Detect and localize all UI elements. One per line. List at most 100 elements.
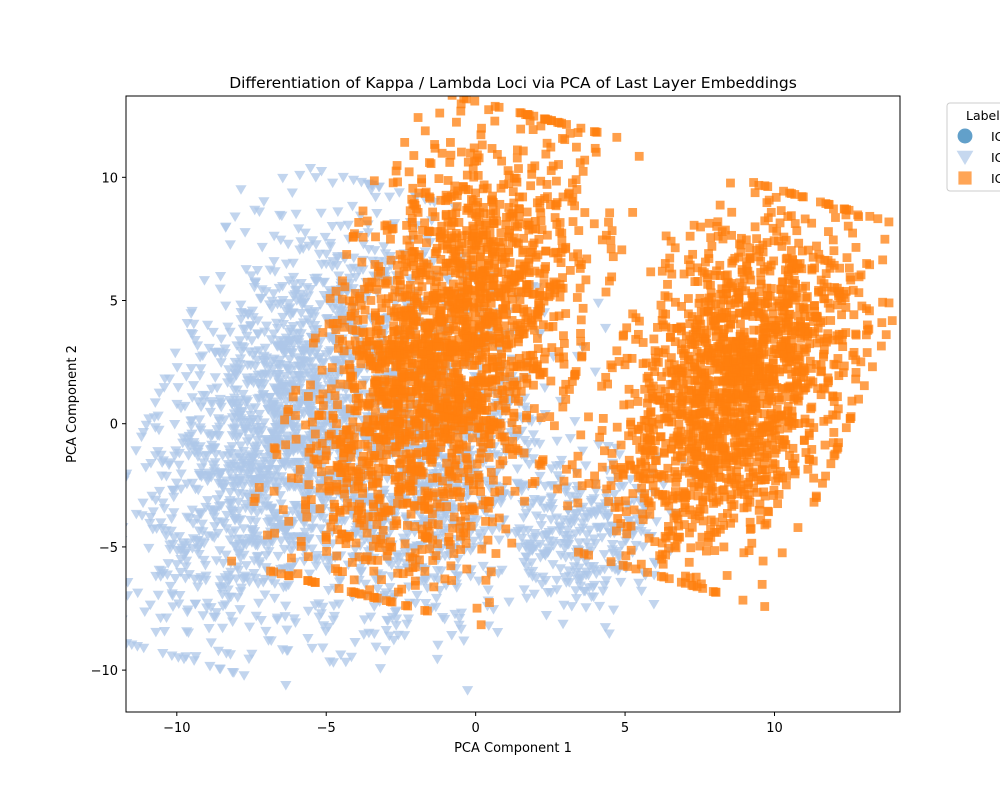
scatter-point xyxy=(315,166,328,177)
scatter-point xyxy=(527,566,539,577)
scatter-point xyxy=(365,612,377,623)
scatter-point xyxy=(486,567,496,577)
scatter-point xyxy=(392,630,404,641)
scatter-point xyxy=(441,259,451,268)
scatter-point xyxy=(277,173,289,184)
scatter-point xyxy=(253,598,265,609)
scatter-point xyxy=(482,585,494,596)
scatter-point xyxy=(283,407,293,417)
scatter-point xyxy=(346,311,356,321)
scatter-point xyxy=(592,127,602,137)
scatter-point xyxy=(545,588,557,598)
scatter-point xyxy=(633,578,645,589)
scatter-point xyxy=(552,176,561,186)
scatter-point xyxy=(419,574,432,585)
scatter-point xyxy=(135,432,148,443)
scatter-point xyxy=(314,300,327,310)
scatter-point xyxy=(511,304,521,314)
scatter-point xyxy=(256,242,268,253)
scatter-point xyxy=(407,217,417,227)
scatter-point xyxy=(170,446,182,456)
scatter-point xyxy=(332,419,341,429)
scatter-point xyxy=(302,315,314,325)
scatter-point xyxy=(493,288,503,298)
scatter-point xyxy=(182,434,194,445)
scatter-point xyxy=(606,545,618,555)
scatter-point xyxy=(249,205,261,216)
scatter-point xyxy=(167,539,179,550)
scatter-point xyxy=(298,346,310,357)
scatter-point xyxy=(473,150,482,160)
scatter-point xyxy=(263,362,275,373)
scatter-point xyxy=(280,601,292,612)
scatter-point xyxy=(194,471,206,481)
scatter-point xyxy=(527,169,537,179)
scatter-point xyxy=(433,520,443,530)
scatter-point xyxy=(457,417,467,427)
scatter-point xyxy=(571,556,583,566)
scatter-point xyxy=(158,383,170,393)
scatter-point xyxy=(559,572,571,583)
scatter-point xyxy=(158,626,171,637)
scatter-point xyxy=(449,279,458,289)
scatter-point xyxy=(251,266,264,276)
scatter-point xyxy=(310,429,320,439)
scatter-point xyxy=(215,334,227,345)
scatter-point xyxy=(487,195,496,205)
scatter-point xyxy=(349,528,362,539)
scatter-point xyxy=(569,417,581,427)
scatter-point xyxy=(599,323,612,334)
scatter-point xyxy=(309,338,318,348)
scatter-point xyxy=(536,413,546,422)
scatter-point xyxy=(243,654,255,665)
scatter-point xyxy=(593,601,606,612)
scatter-point xyxy=(575,283,585,293)
scatter-point xyxy=(356,589,366,599)
scatter-point xyxy=(522,525,534,536)
scatter-point xyxy=(183,570,195,580)
scatter-point xyxy=(376,329,386,338)
scatter-point xyxy=(376,294,386,304)
scatter-point xyxy=(191,341,204,351)
scatter-point xyxy=(593,440,605,450)
scatter-point xyxy=(359,579,371,590)
scatter-point xyxy=(220,301,232,312)
scatter-point xyxy=(335,650,347,660)
scatter-point xyxy=(363,245,375,255)
scatter-point xyxy=(570,586,582,596)
scatter-point xyxy=(435,108,445,118)
scatter-point xyxy=(203,343,215,354)
scatter-point xyxy=(327,363,337,373)
scatter-point xyxy=(278,505,288,515)
scatter-point xyxy=(369,176,379,186)
scatter-point xyxy=(528,589,540,600)
scatter-point xyxy=(192,397,204,407)
scatter-point xyxy=(462,226,472,235)
scatter-point xyxy=(498,395,508,405)
scatter-point xyxy=(502,476,512,486)
scatter-point xyxy=(539,551,552,561)
scatter-point xyxy=(418,302,428,312)
scatter-point xyxy=(410,562,420,572)
scatter-point xyxy=(155,518,167,528)
scatter-point xyxy=(222,592,235,603)
scatter-point xyxy=(420,605,430,615)
scatter-point xyxy=(363,442,373,451)
scatter-point xyxy=(251,467,263,478)
scatter-point xyxy=(202,429,214,439)
scatter-point xyxy=(221,510,233,521)
scatter-point xyxy=(260,626,272,637)
scatter-point xyxy=(295,321,307,331)
scatter-point xyxy=(304,285,317,295)
scatter-point xyxy=(232,565,245,576)
scatter-point xyxy=(353,401,363,411)
scatter-point xyxy=(483,535,493,545)
scatter-point xyxy=(280,681,292,691)
scatter-point xyxy=(229,418,241,429)
scatter-point xyxy=(286,188,298,198)
scatter-point xyxy=(186,429,198,440)
scatter-point xyxy=(330,502,340,512)
scatter-point xyxy=(385,597,395,607)
scatter-point xyxy=(172,383,184,393)
scatter-point xyxy=(428,535,438,545)
